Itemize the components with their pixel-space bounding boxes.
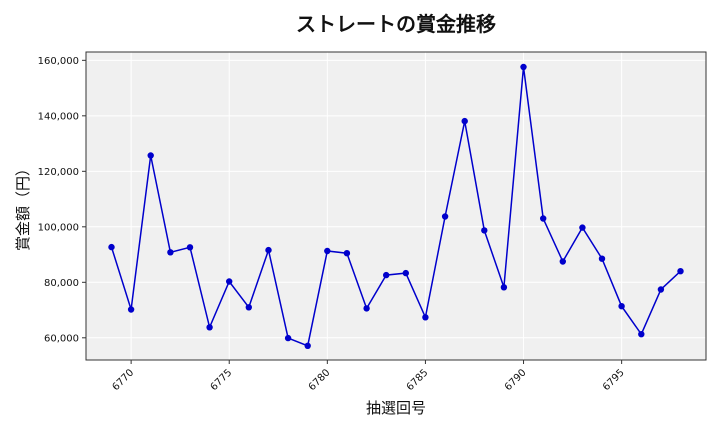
y-tick-label: 120,000 (38, 167, 79, 178)
data-point (343, 250, 351, 257)
data-point (540, 215, 547, 222)
data-point (559, 258, 566, 265)
data-point (186, 244, 194, 251)
data-point (245, 304, 252, 311)
y-tick-label: 60,000 (44, 333, 79, 344)
data-point (579, 224, 586, 231)
data-point (324, 247, 331, 255)
x-tick-label: 6775 (209, 367, 235, 393)
data-point (441, 213, 449, 220)
data-point (677, 268, 684, 275)
data-point (402, 269, 409, 277)
data-point (638, 331, 645, 338)
y-tick-label: 140,000 (38, 111, 79, 122)
data-point (284, 334, 292, 342)
data-point (461, 117, 468, 125)
data-point (363, 305, 370, 312)
data-point (500, 284, 508, 291)
data-point (206, 324, 213, 331)
data-point (108, 243, 115, 251)
series-line (110, 66, 682, 347)
y-axis-ticks: 60,000 80,000 100,000 120,000 140,000 160,000 (38, 56, 86, 344)
y-tick-label: 100,000 (38, 222, 79, 233)
data-point (383, 271, 390, 279)
data-point (422, 314, 429, 321)
data-point (520, 63, 527, 71)
y-tick-label: 160,000 (38, 56, 79, 67)
series-layer (108, 63, 684, 349)
grid-lines (86, 52, 706, 360)
data-point (127, 306, 135, 313)
data-point (147, 152, 154, 159)
x-tick-label: 6790 (503, 367, 529, 393)
x-axis-label: 抽選回号 (366, 399, 426, 417)
chart-title: ストレートの賞金推移 (296, 12, 496, 36)
plot-area-background (86, 52, 706, 360)
x-tick-label: 6785 (405, 367, 431, 393)
x-tick-label: 6770 (110, 367, 136, 393)
plot-area-frame (85, 51, 707, 361)
data-point (657, 286, 665, 293)
y-axis-label: 賞金額（円） (14, 161, 32, 251)
y-tick-label: 80,000 (44, 278, 79, 289)
data-point (618, 303, 625, 310)
data-point (226, 278, 233, 285)
data-point (481, 227, 488, 234)
data-point (304, 342, 311, 349)
x-tick-label: 6780 (307, 367, 333, 393)
data-point (265, 246, 272, 254)
data-point (167, 249, 174, 256)
data-point (598, 255, 606, 262)
x-tick-label: 6795 (601, 367, 627, 393)
x-axis-ticks: 6770 6775 6780 6785 6790 6795 (110, 360, 627, 393)
